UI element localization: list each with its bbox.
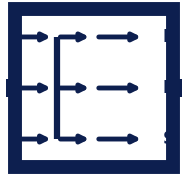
- Bar: [6, 79, 15, 97]
- Text: S: S: [163, 130, 175, 148]
- Bar: [15, 9, 173, 167]
- Text: P: P: [163, 28, 175, 46]
- Bar: [173, 79, 182, 97]
- Text: K: K: [162, 79, 175, 97]
